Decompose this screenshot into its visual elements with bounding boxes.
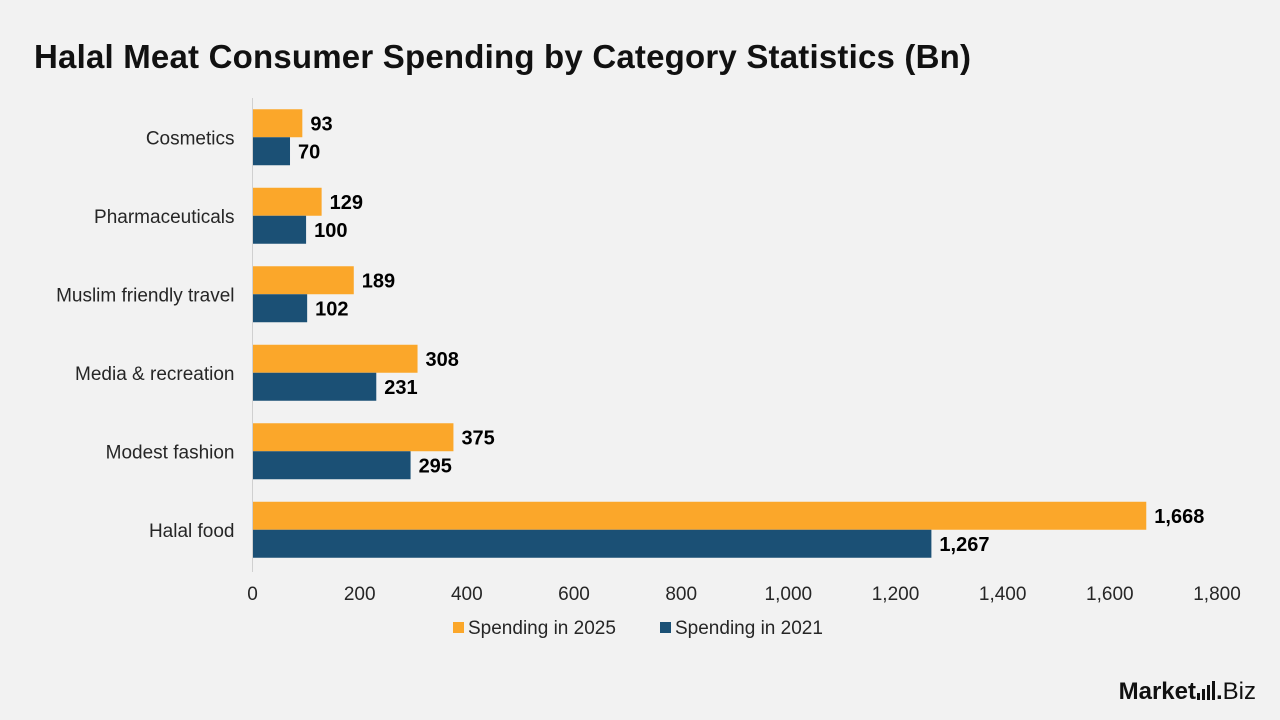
category-labels: Cosmetics Pharmaceuticals Muslim friendly … (56, 128, 234, 542)
data-label: 295 (419, 455, 452, 477)
logo-text-dot: . (1215, 678, 1223, 705)
x-tick-label: 1,200 (872, 584, 920, 605)
data-label: 100 (314, 220, 347, 242)
bar-series-1 (252, 423, 454, 452)
legend: Spending in 2025 Spending in 2021 (453, 618, 823, 639)
bar-series-2 (252, 372, 377, 401)
x-tick-label: 600 (558, 584, 590, 605)
data-label: 70 (298, 141, 320, 163)
x-axis-tick-labels: 0 200 400 600 800 1,000 1,200 1,400 1,600 1,800 (247, 584, 1241, 605)
data-label: 93 (310, 113, 332, 135)
logo-text-suffix: Biz (1222, 678, 1256, 705)
data-label: 375 (461, 427, 494, 449)
legend-label: Spending in 2021 (675, 618, 823, 639)
bar-series-1 (252, 501, 1147, 530)
x-tick-label: 1,800 (1193, 584, 1241, 605)
logo-text-main: Market (1118, 678, 1196, 705)
data-label: 102 (315, 298, 348, 320)
category-label: Halal food (149, 521, 235, 542)
data-label: 189 (362, 270, 395, 292)
x-tick-label: 400 (451, 584, 483, 605)
category-label: Modest fashion (106, 442, 235, 463)
bar-series-1 (252, 344, 418, 373)
bar-series-2 (252, 294, 308, 323)
marketbiz-logo: Market . Biz (1119, 678, 1256, 706)
bars (252, 109, 1147, 558)
bar-series-1 (252, 109, 303, 138)
x-tick-label: 1,000 (765, 584, 813, 605)
category-label: Pharmaceuticals (94, 207, 234, 228)
data-labels: 93 70 129 100 189 102 308 231 375 295 1,668 1,267 (298, 113, 1204, 556)
x-tick-label: 200 (344, 584, 376, 605)
x-tick-label: 1,400 (979, 584, 1027, 605)
bar-series-2 (252, 451, 411, 480)
bar-series-2 (252, 137, 291, 166)
legend-swatch (453, 622, 464, 633)
chart-title: Halal Meat Consumer Spending by Category… (34, 38, 972, 75)
bar-series-1 (252, 266, 354, 295)
logo-bars-icon (1196, 681, 1215, 700)
data-label: 1,668 (1154, 506, 1204, 528)
category-label: Muslim friendly travel (56, 285, 234, 306)
bar-series-2 (252, 215, 307, 244)
x-tick-label: 0 (247, 584, 258, 605)
bar-series-2 (252, 529, 932, 558)
data-label: 129 (330, 192, 363, 214)
bar-series-1 (252, 187, 322, 216)
x-tick-label: 1,600 (1086, 584, 1134, 605)
legend-label: Spending in 2025 (468, 618, 616, 639)
category-label: Media & recreation (75, 364, 234, 385)
legend-swatch (660, 622, 671, 633)
data-label: 308 (426, 349, 459, 371)
x-tick-label: 800 (665, 584, 697, 605)
data-label: 231 (384, 377, 417, 399)
category-label: Cosmetics (146, 128, 235, 149)
data-label: 1,267 (939, 534, 989, 556)
